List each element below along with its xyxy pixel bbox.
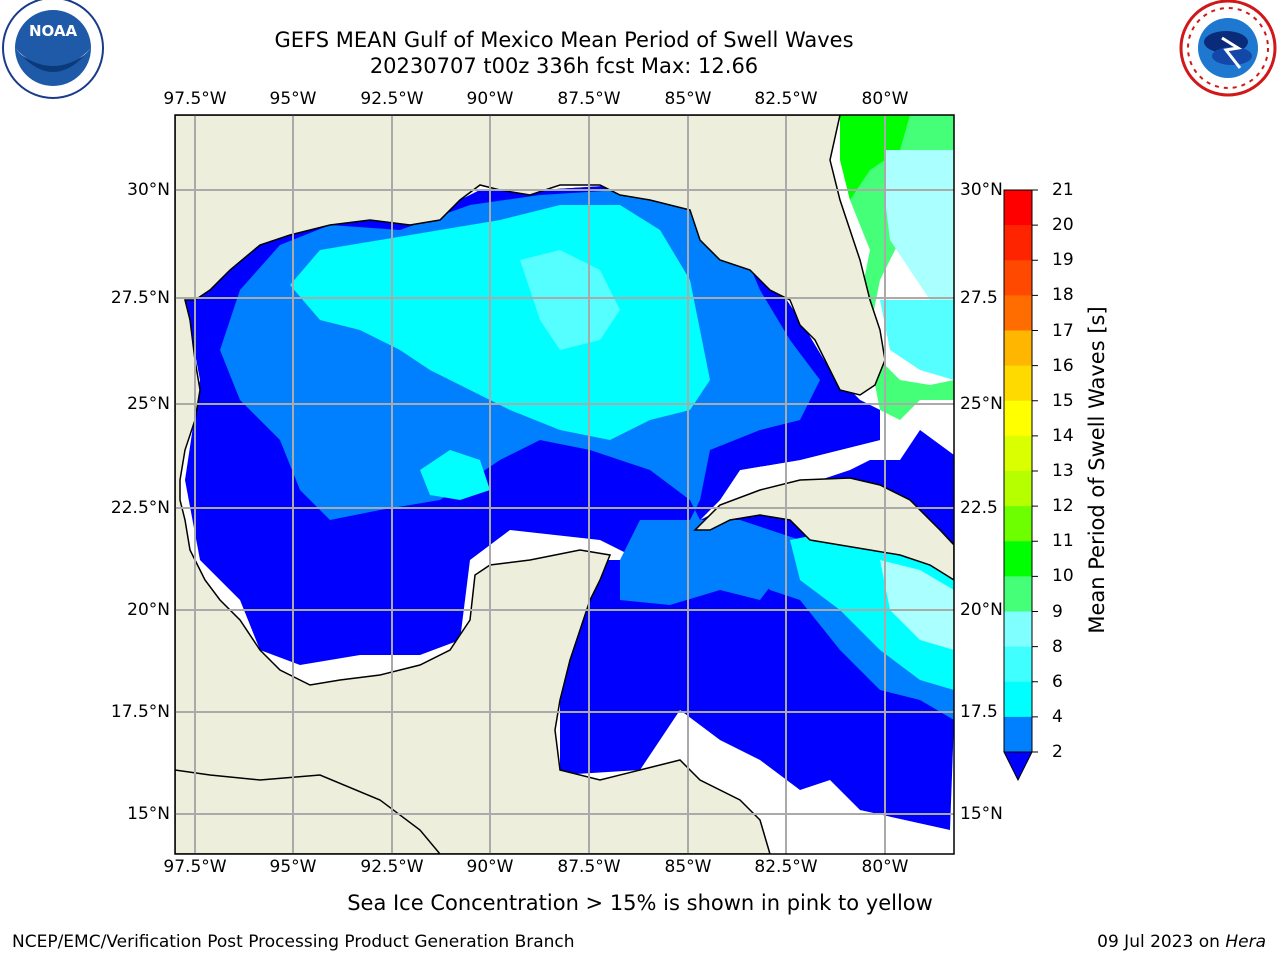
- colorbar-tick-label: 14: [1052, 425, 1074, 446]
- colorbar-tick-label: 4: [1052, 706, 1063, 727]
- colorbar-tick-label: 8: [1052, 636, 1063, 657]
- lat-label: 27.5°N: [110, 288, 170, 308]
- lat-label: 30°N: [127, 180, 170, 200]
- colorbar: [1003, 189, 1038, 782]
- colorbar-band: [1004, 295, 1032, 331]
- lon-label: 80°W: [861, 857, 909, 877]
- lon-label: 82.5°W: [754, 89, 818, 109]
- lat-label: 17.5: [960, 702, 998, 722]
- colorbar-band: [1004, 611, 1032, 648]
- lon-label: 92.5°W: [360, 89, 424, 109]
- colorbar-band: [1004, 471, 1032, 507]
- colorbar-tick-label: 10: [1052, 566, 1074, 587]
- colorbar-tick-label: 15: [1052, 390, 1074, 411]
- colorbar-tick-label: 12: [1052, 496, 1074, 517]
- colorbar-title: Mean Period of Swell Waves [s]: [1085, 306, 1109, 634]
- colorbar-band: [1004, 190, 1032, 226]
- chart-title: GEFS MEAN Gulf of Mexico Mean Period of …: [274, 28, 854, 52]
- colorbar-band: [1004, 646, 1032, 683]
- colorbar-band: [1004, 365, 1032, 402]
- land-masses: [175, 115, 954, 854]
- colorbar-band: [1004, 260, 1032, 296]
- lon-label: 85°W: [664, 857, 712, 877]
- footer-host: Hera: [1225, 932, 1266, 952]
- lon-label: 87.5°W: [557, 857, 621, 877]
- lon-label: 87.5°W: [557, 89, 621, 109]
- lat-label: 15°N: [960, 804, 1003, 824]
- noaa-logo-text: NOAA: [29, 22, 78, 40]
- colorbar-band: [1004, 506, 1032, 542]
- lon-label: 80°W: [861, 89, 909, 109]
- colorbar-band: [1004, 541, 1032, 577]
- colorbar-tick-label: 11: [1052, 531, 1074, 552]
- ice-note: Sea Ice Concentration > 15% is shown in …: [347, 891, 933, 915]
- nws-logo: [1179, 0, 1277, 97]
- lat-label: 27.5: [960, 288, 998, 308]
- lat-label: 25°N: [960, 394, 1003, 414]
- graticule: [175, 115, 954, 854]
- lat-label: 22.5°N: [110, 498, 170, 518]
- colorbar-tick-label: 16: [1052, 355, 1074, 376]
- colorbar-band: [1004, 716, 1032, 753]
- lon-label: 95°W: [269, 89, 317, 109]
- lat-label: 20°N: [960, 600, 1003, 620]
- colorbar-tick-label: 19: [1052, 250, 1074, 271]
- noaa-logo: NOAA: [2, 0, 104, 99]
- colorbar-extend: [1003, 751, 1033, 782]
- colorbar-band: [1004, 400, 1032, 437]
- colorbar-band: [1004, 681, 1032, 718]
- lat-label: 22.5: [960, 498, 998, 518]
- chart-subtitle: 20230707 t00z 336h fcst Max: 12.66: [369, 54, 759, 78]
- lat-label: 20°N: [127, 600, 170, 620]
- footer-date-text: 09 Jul 2023 on: [1097, 932, 1226, 952]
- lon-label: 90°W: [466, 857, 514, 877]
- lat-label: 15°N: [127, 804, 170, 824]
- lat-label: 25°N: [127, 394, 170, 414]
- lon-label: 92.5°W: [360, 857, 424, 877]
- map-frame: [174, 114, 955, 855]
- gulf-map: [175, 115, 954, 854]
- colorbar-tick-label: 2: [1052, 742, 1063, 762]
- colorbar-band: [1004, 435, 1032, 472]
- lon-label: 90°W: [466, 89, 514, 109]
- colorbar-band: [1004, 576, 1032, 612]
- colorbar-band: [1004, 330, 1032, 367]
- lon-label: 97.5°W: [163, 89, 227, 109]
- lat-label: 17.5°N: [110, 702, 170, 722]
- colorbar-tick-label: 17: [1052, 320, 1074, 341]
- lon-label: 97.5°W: [163, 857, 227, 877]
- colorbar-band: [1004, 225, 1032, 261]
- colorbar-tick-label: 18: [1052, 285, 1074, 306]
- lat-label: 30°N: [960, 180, 1003, 200]
- lon-label: 85°W: [664, 89, 712, 109]
- colorbar-tick-label: 9: [1052, 601, 1063, 622]
- footer-date: 09 Jul 2023 on Hera: [1097, 932, 1266, 952]
- lon-label: 82.5°W: [754, 857, 818, 877]
- colorbar-tick-label: 6: [1052, 671, 1063, 692]
- footer-credit: NCEP/EMC/Verification Post Processing Pr…: [12, 932, 575, 952]
- colorbar-tick-label: 20: [1052, 215, 1074, 236]
- colorbar-tick-label: 21: [1052, 180, 1074, 200]
- lon-label: 95°W: [269, 857, 317, 877]
- colorbar-tick-label: 13: [1052, 461, 1074, 481]
- swell-period-field: [175, 115, 954, 854]
